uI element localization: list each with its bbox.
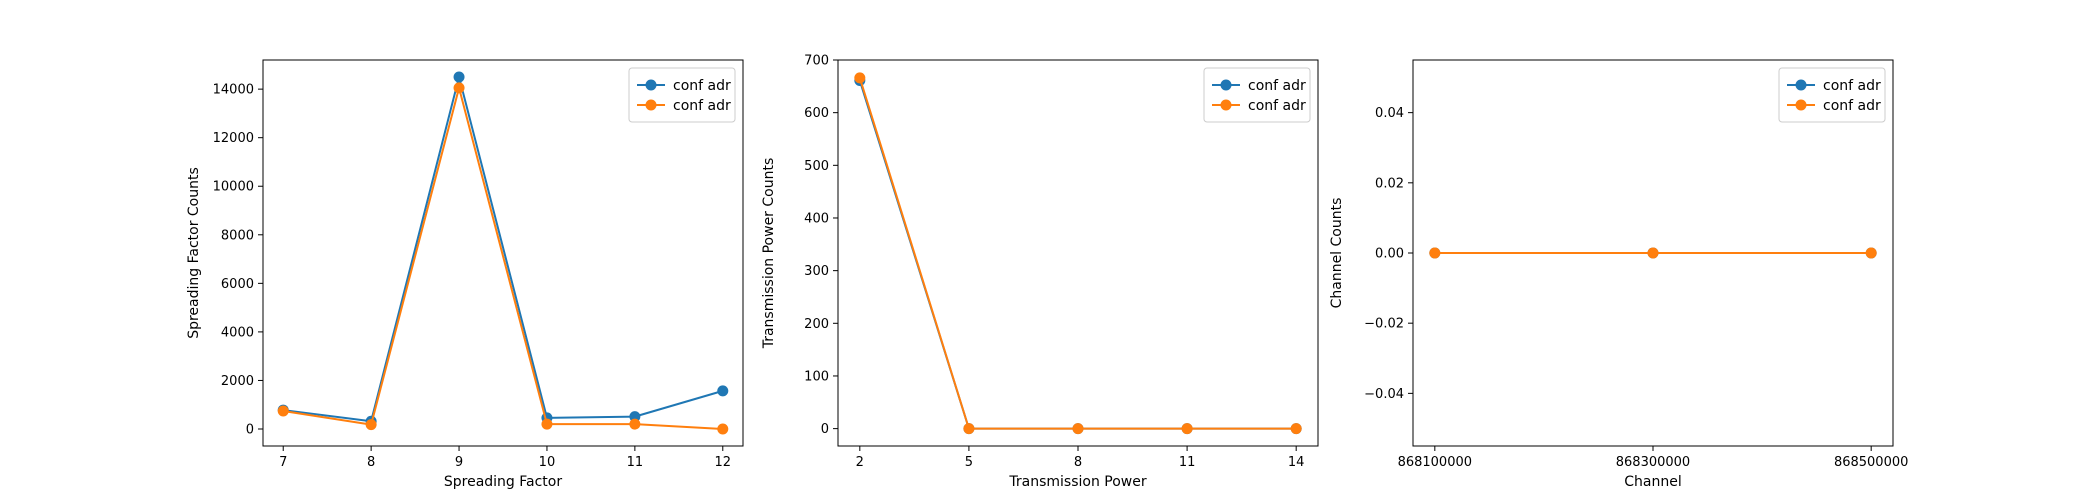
- data-point: [717, 385, 729, 397]
- x-tick-label: 7: [279, 455, 287, 470]
- data-point: [1072, 423, 1084, 435]
- data-point: [1181, 423, 1193, 435]
- legend-marker: [645, 99, 657, 111]
- x-tick-label: 868500000: [1834, 455, 1908, 470]
- y-tick-label: 10000: [213, 180, 254, 195]
- y-tick-label: 600: [804, 106, 829, 121]
- x-axis-label: Spreading Factor: [444, 474, 562, 490]
- y-tick-label: 0: [246, 423, 254, 438]
- x-axis-label: Channel: [1624, 474, 1681, 490]
- y-tick-label: 400: [804, 211, 829, 226]
- y-tick-label: 2000: [221, 374, 254, 389]
- y-tick-label: 700: [804, 54, 829, 69]
- legend-frame: [1203, 67, 1311, 123]
- y-axis-label: Transmission Power Counts: [761, 158, 777, 350]
- series-line: [283, 75, 724, 423]
- x-tick-label: 2: [856, 455, 864, 470]
- y-tick-label: 100: [804, 369, 829, 384]
- data-point: [453, 82, 465, 94]
- legend: conf adr conf adr: [628, 67, 736, 123]
- data-point: [717, 423, 729, 435]
- chart-3: 868100000 868300000 868500000 −0.04 −0.02 0.0…: [1329, 59, 1908, 490]
- series-line: [283, 86, 723, 431]
- x-axis-label: Transmission Power: [1008, 474, 1146, 490]
- y-tick-label: −0.04: [1364, 387, 1404, 402]
- y-tick-label: 0: [821, 422, 829, 437]
- x-tick-label: 11: [1179, 455, 1196, 470]
- x-tick-label: 8: [367, 455, 375, 470]
- y-tick-label: 6000: [221, 277, 254, 292]
- data-point: [963, 423, 975, 435]
- y-tick-label: 0.04: [1375, 106, 1404, 121]
- legend-marker: [1220, 79, 1232, 91]
- legend-label: conf adr: [1248, 78, 1306, 94]
- legend-marker: [1795, 79, 1807, 91]
- legend-marker: [1220, 99, 1232, 111]
- data-point: [277, 405, 289, 417]
- legend-label: conf adr: [673, 98, 731, 114]
- y-tick-label: 0.00: [1375, 247, 1404, 262]
- legend-frame: [1778, 67, 1886, 123]
- x-tick-label: 9: [455, 455, 463, 470]
- chart-1: 7 8 9 10 11 12 0 2000 4000 6000 8000 10000 12000 1400…: [186, 59, 744, 490]
- x-tick-label: 10: [539, 455, 556, 470]
- data-point: [629, 418, 641, 430]
- y-tick-label: 12000: [213, 131, 254, 146]
- x-tick-label: 11: [627, 455, 644, 470]
- y-tick-label: 0.02: [1375, 176, 1404, 191]
- x-tick-label: 868100000: [1398, 455, 1472, 470]
- data-point: [1429, 247, 1441, 259]
- chart-2: 2 5 8 11 14 0 100 200 300 400 500 600 700 Transmissio…: [761, 54, 1319, 490]
- plot-frame: [262, 59, 744, 447]
- legend-label: conf adr: [1248, 98, 1306, 114]
- x-tick-label: 8: [1074, 455, 1082, 470]
- y-tick-label: 500: [804, 159, 829, 174]
- data-point: [541, 418, 553, 430]
- legend: conf adr conf adr: [1203, 67, 1311, 123]
- data-point: [1647, 247, 1659, 259]
- y-tick-label: 300: [804, 264, 829, 279]
- legend: conf adr conf adr: [1778, 67, 1886, 123]
- legend-label: conf adr: [1823, 78, 1881, 94]
- x-tick-label: 12: [715, 455, 732, 470]
- data-point: [854, 72, 866, 84]
- legend-frame: [628, 67, 736, 123]
- y-tick-label: −0.02: [1364, 317, 1404, 332]
- legend-label: conf adr: [1823, 98, 1881, 114]
- data-point: [1290, 423, 1302, 435]
- legend-marker: [645, 79, 657, 91]
- y-tick-label: 200: [804, 317, 829, 332]
- x-tick-label: 5: [965, 455, 973, 470]
- data-point: [629, 411, 641, 423]
- y-tick-label: 8000: [221, 228, 254, 243]
- legend-label: conf adr: [673, 78, 731, 94]
- y-tick-label: 14000: [213, 83, 254, 98]
- legend-marker: [1795, 99, 1807, 111]
- data-point: [1865, 247, 1877, 259]
- data-point: [453, 71, 465, 83]
- data-point: [365, 419, 377, 431]
- x-tick-label: 14: [1288, 455, 1305, 470]
- x-tick-label: 868300000: [1616, 455, 1690, 470]
- y-tick-label: 4000: [221, 325, 254, 340]
- y-axis-label: Spreading Factor Counts: [186, 167, 202, 339]
- y-axis-label: Channel Counts: [1329, 198, 1345, 309]
